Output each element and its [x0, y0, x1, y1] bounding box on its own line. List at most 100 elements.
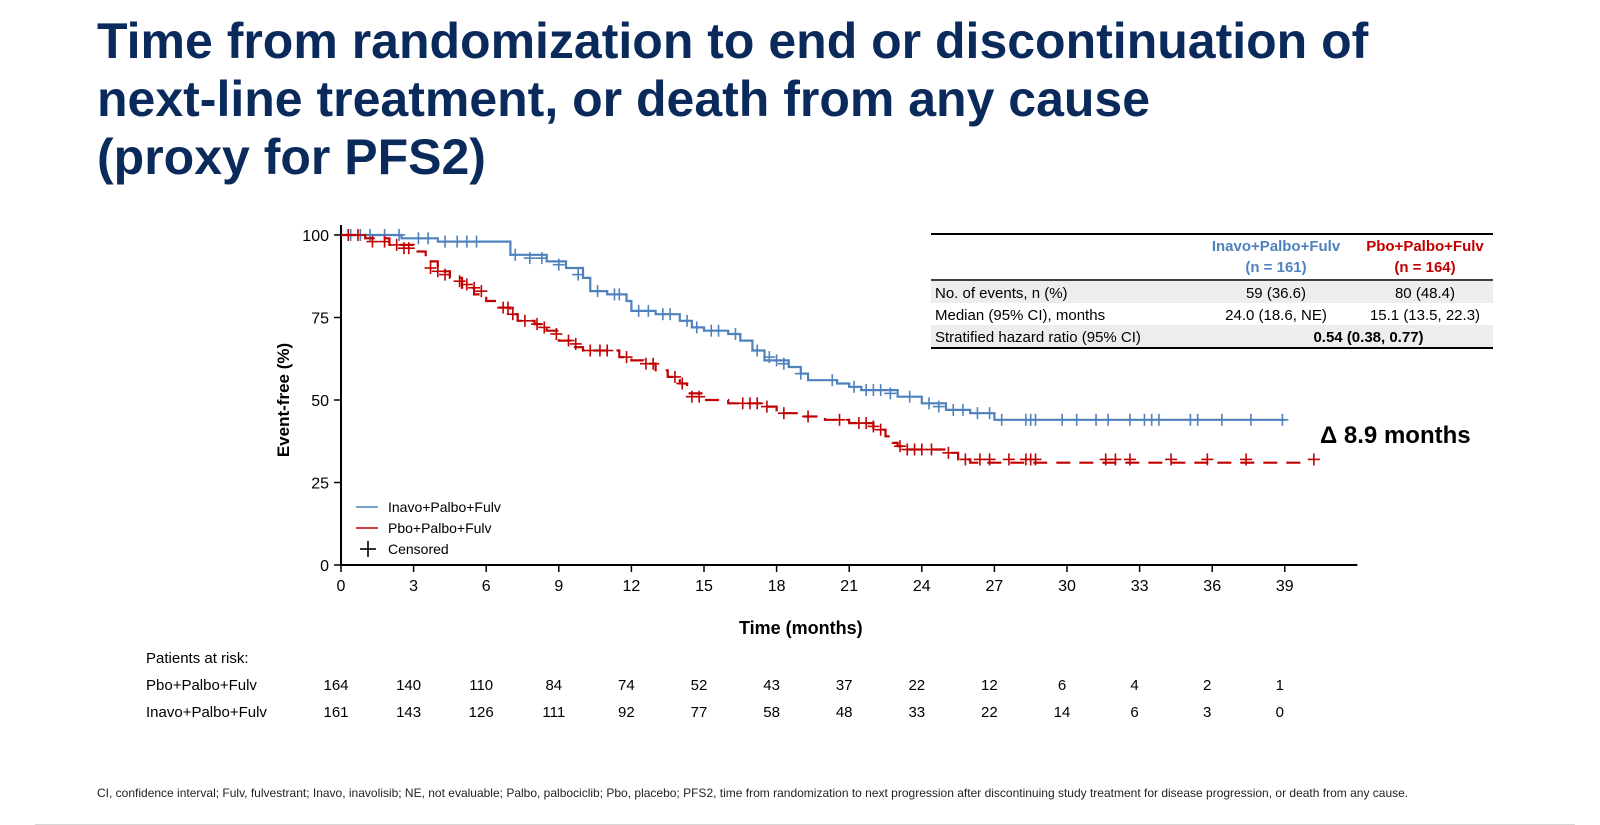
x-tick-label: 15: [695, 578, 713, 595]
censor-mark-pbo: [439, 268, 452, 281]
at-risk-count: 14: [1054, 704, 1071, 721]
censor-mark-inavo: [923, 397, 936, 410]
table-cell-inavo: 59 (36.6): [1246, 285, 1306, 302]
censor-mark-pbo: [942, 446, 955, 459]
x-tick-label: 9: [554, 578, 563, 595]
y-tick-label: 50: [311, 393, 329, 410]
title-line-1: Time from randomization to end or discon…: [97, 13, 1369, 69]
at-risk-count: 77: [691, 704, 708, 721]
censor-mark-inavo: [995, 413, 1008, 426]
table-cell-pbo: 15.1 (13.5, 22.3): [1370, 307, 1480, 324]
censor-mark-inavo: [1029, 413, 1042, 426]
at-risk-count: 164: [323, 677, 348, 694]
table-row-label: No. of events, n (%): [935, 285, 1068, 302]
legend-label-pbo: Pbo+Palbo+Fulv: [388, 520, 492, 536]
at-risk-count: 126: [469, 704, 494, 721]
censor-mark-pbo: [1029, 453, 1042, 466]
censor-mark-inavo: [1070, 413, 1083, 426]
censor-mark-pbo: [431, 265, 444, 278]
censor-mark-inavo: [751, 344, 764, 357]
censor-mark-pbo: [475, 285, 488, 298]
censor-mark-pbo: [1201, 453, 1214, 466]
censor-mark-pbo: [460, 278, 473, 291]
censor-mark-pbo: [1123, 453, 1136, 466]
y-axis-title: Event-free (%): [274, 343, 293, 457]
at-risk-count: 58: [763, 704, 780, 721]
x-tick-label: 30: [1058, 578, 1076, 595]
censor-mark-inavo: [763, 351, 776, 364]
censor-mark-inavo: [1191, 413, 1204, 426]
table-hr-value: 0.54 (0.38, 0.77): [1313, 329, 1423, 346]
at-risk-count: 111: [542, 704, 565, 721]
censor-mark-inavo: [439, 235, 452, 248]
censor-mark-inavo: [613, 288, 626, 301]
at-risk-row-label: Pbo+Palbo+Fulv: [146, 677, 257, 694]
censor-mark-pbo: [668, 370, 681, 383]
censor-mark-inavo: [535, 252, 548, 265]
censor-mark-pbo: [983, 453, 996, 466]
table-row-label: Stratified hazard ratio (95% CI): [935, 329, 1141, 346]
table-col-n-inavo: (n = 161): [1245, 259, 1306, 276]
table-row-label: Median (95% CI), months: [935, 307, 1105, 324]
censor-mark-inavo: [903, 390, 916, 403]
at-risk-count: 33: [908, 704, 925, 721]
censor-mark-pbo: [378, 235, 391, 248]
censor-mark-pbo: [1002, 453, 1015, 466]
page-title: Time from randomization to end or discon…: [97, 12, 1557, 186]
x-tick-label: 39: [1276, 578, 1294, 595]
at-risk-count: 43: [763, 677, 780, 694]
censor-mark-pbo: [468, 281, 481, 294]
censor-mark-inavo: [1152, 413, 1165, 426]
table-col-header-inavo: Inavo+Palbo+Fulv: [1212, 238, 1341, 255]
censor-mark-inavo: [591, 285, 604, 298]
censor-mark-pbo: [531, 318, 544, 331]
x-tick-label: 36: [1203, 578, 1221, 595]
censor-mark-inavo: [848, 380, 861, 393]
y-tick-label: 100: [302, 228, 329, 245]
at-risk-count: 3: [1203, 704, 1211, 721]
y-tick-label: 0: [320, 558, 329, 575]
censor-mark-pbo: [777, 407, 790, 420]
legend-label-censor: Censored: [388, 541, 449, 557]
x-tick-label: 6: [482, 578, 491, 595]
censor-mark-pbo: [569, 337, 582, 350]
censor-mark-inavo: [1102, 413, 1115, 426]
censor-mark-inavo: [712, 324, 725, 337]
at-risk-title: Patients at risk:: [146, 650, 249, 667]
censor-mark-pbo: [453, 275, 466, 288]
censor-mark-pbo: [1165, 453, 1178, 466]
censor-mark-pbo: [874, 423, 887, 436]
censor-mark-pbo: [760, 400, 773, 413]
censor-mark-inavo: [956, 403, 969, 416]
x-tick-label: 3: [409, 578, 418, 595]
censor-mark-inavo: [1276, 413, 1289, 426]
at-risk-count: 37: [836, 677, 853, 694]
censor-mark-pbo: [351, 229, 364, 241]
censor-mark-pbo: [860, 417, 873, 430]
censor-mark-inavo: [932, 400, 945, 413]
censor-mark-inavo: [770, 354, 783, 367]
censor-mark-pbo: [518, 314, 531, 327]
censor-mark-inavo: [681, 314, 694, 327]
at-risk-count: 110: [469, 677, 493, 694]
censor-mark-inavo: [642, 304, 655, 317]
x-tick-label: 27: [986, 578, 1004, 595]
censor-mark-pbo: [550, 328, 563, 340]
censor-mark-pbo: [751, 397, 764, 410]
at-risk-count: 6: [1130, 704, 1138, 721]
censor-mark-pbo: [562, 334, 575, 347]
censor-mark-inavo: [874, 384, 887, 397]
censor-mark-inavo: [826, 374, 839, 387]
censor-mark-pbo: [1307, 453, 1320, 466]
legend-censor-mark: [360, 541, 376, 557]
censor-mark-pbo: [802, 410, 815, 423]
censor-mark-inavo: [1215, 413, 1228, 426]
at-risk-count: 22: [908, 677, 925, 694]
censor-mark-inavo: [393, 229, 406, 241]
censor-mark-inavo: [729, 328, 742, 340]
censor-mark-pbo: [366, 235, 379, 248]
censor-mark-pbo: [867, 420, 880, 433]
censor-mark-pbo: [647, 357, 660, 370]
censor-mark-inavo: [509, 248, 522, 261]
